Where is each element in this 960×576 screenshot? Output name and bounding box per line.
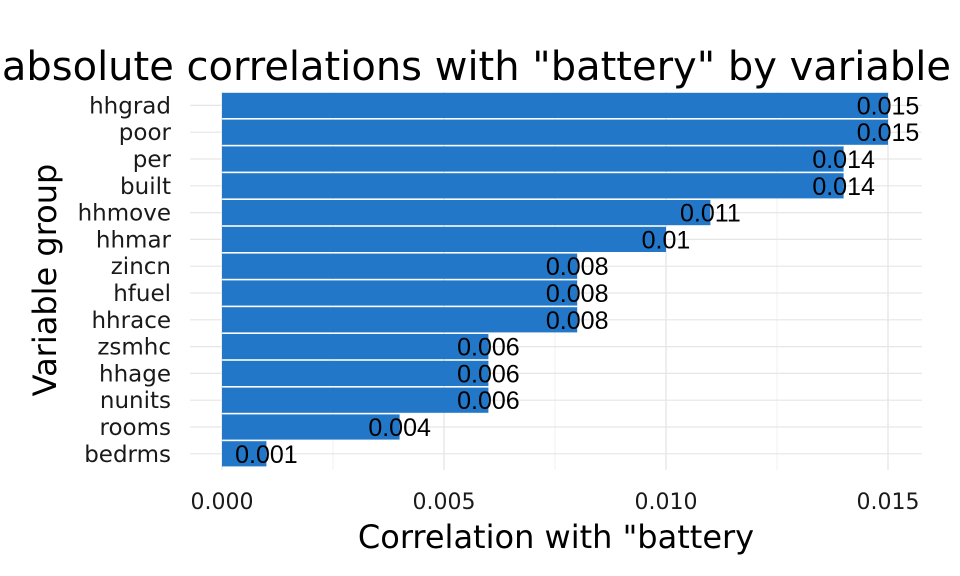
x-tick-label: 0.010: [635, 490, 698, 515]
bar-hhage: [222, 360, 489, 386]
bar-zsmhc: [222, 334, 489, 360]
data-label-poor: 0.015: [857, 119, 920, 147]
x-tick-label: 0.005: [413, 490, 476, 515]
bar-poor: [222, 119, 888, 145]
y-axis-title: Variable group: [26, 164, 64, 397]
bar-zincn: [222, 253, 578, 279]
bar-built: [222, 173, 844, 199]
data-label-per: 0.014: [812, 146, 875, 174]
data-label-zsmhc: 0.006: [457, 334, 520, 362]
y-tick-label: hfuel: [113, 281, 171, 307]
data-label-hhage: 0.006: [457, 360, 520, 388]
x-tick-label: 0.015: [857, 490, 920, 515]
data-label-rooms: 0.004: [368, 414, 431, 442]
bar-bedrms: [222, 441, 267, 467]
y-tick-label: poor: [119, 120, 172, 146]
y-tick-label: bedrms: [84, 442, 171, 468]
data-label-zincn: 0.008: [546, 253, 609, 281]
x-tick-label: 0.000: [191, 490, 254, 515]
x-tick-labels: 0.000 0.005 0.010 0.015: [191, 490, 920, 515]
x-axis-title: Correlation with "battery: [358, 518, 754, 556]
bar-hhmove: [222, 200, 711, 226]
y-tick-label: zincn: [111, 254, 171, 280]
y-tick-label: built: [120, 174, 171, 200]
bar-hfuel: [222, 280, 578, 306]
data-label-hhmar: 0.01: [642, 226, 691, 254]
data-label-hhmove: 0.011: [680, 200, 741, 228]
data-label-hfuel: 0.008: [546, 280, 609, 308]
y-tick-label: hhmar: [96, 227, 172, 253]
bar-hhmar: [222, 226, 666, 252]
bar-hhgrad: [222, 92, 888, 118]
data-labels: 0.0150.0150.0140.0140.0110.010.0080.0080…: [235, 92, 919, 468]
bar-hhrace: [222, 307, 578, 333]
chart-title: Mean absolute correlations with "battery…: [0, 44, 960, 90]
bar-nunits: [222, 387, 489, 413]
y-tick-label: zsmhc: [97, 335, 171, 361]
y-tick-label: hhmove: [78, 201, 171, 227]
data-label-bedrms: 0.001: [235, 441, 298, 469]
data-label-nunits: 0.006: [457, 387, 520, 415]
bar-rooms: [222, 414, 400, 440]
bar-per: [222, 146, 844, 172]
y-tick-label: rooms: [100, 415, 171, 441]
data-label-hhrace: 0.008: [546, 307, 609, 335]
data-label-hhgrad: 0.015: [857, 92, 920, 120]
y-tick-label: nunits: [100, 388, 171, 414]
y-tick-label: per: [133, 147, 172, 173]
y-tick-label: hhgrad: [89, 93, 171, 119]
data-label-built: 0.014: [812, 173, 875, 201]
y-tick-label: hhrace: [91, 308, 171, 334]
bars: [222, 92, 888, 467]
y-tick-labels: hhgradpoorperbuilthhmovehhmarzincnhfuelh…: [78, 93, 172, 467]
y-tick-label: hhage: [99, 361, 171, 387]
